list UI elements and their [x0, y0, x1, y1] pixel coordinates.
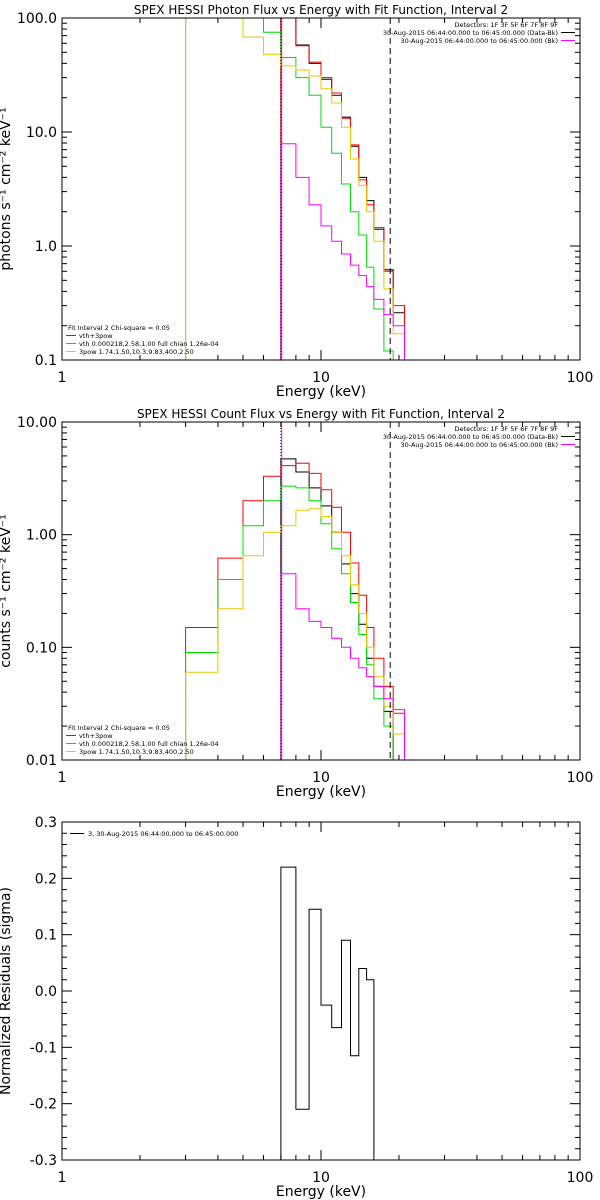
y-axis-label: Normalized Residuals (sigma)	[0, 887, 14, 1095]
series-3pow	[185, 508, 405, 760]
y-tick-label: -0.3	[30, 1153, 57, 1169]
series-vth	[185, 18, 405, 360]
legend-entry: 3pow 1.74,1.50,10.3,9.83,400,2.50	[79, 348, 194, 356]
series-3-30-aug-2015-06-44-00-000-to-06-45-00-000	[280, 866, 394, 1160]
series-data-bk	[280, 18, 405, 360]
y-axis-label: photons s⁻¹ cm⁻² keV⁻¹	[0, 107, 14, 270]
header-line: 30-Aug-2015 06:44:00.000 to 06:45:00.000…	[401, 441, 558, 449]
y-tick-label: 0.10	[26, 640, 57, 656]
y-tick-label: 1.0	[35, 239, 57, 255]
header-line: 30-Aug-2015 06:44:00.000 to 06:45:00.000…	[401, 37, 558, 45]
legend-entry: vth+3pow	[79, 332, 113, 340]
y-tick-label: -0.1	[30, 1040, 57, 1056]
series-data-bk	[280, 458, 405, 760]
x-tick-label: 10	[312, 1170, 330, 1186]
x-tick-label: 1	[58, 1170, 67, 1186]
x-tick-label: 1	[58, 370, 67, 386]
x-tick-label: 100	[567, 370, 594, 386]
residuals-chart: 1 10 100 -0.3 -0.2 -0.1 0.0 0.1 0.2 0.3 Energy (ke…	[0, 815, 593, 1200]
series-group	[185, 18, 405, 360]
series-group	[185, 458, 405, 760]
series-bk	[280, 573, 405, 760]
y-tick-label: 1.00	[26, 528, 57, 544]
x-axis-label: Energy (keV)	[276, 384, 366, 400]
header-line: 30-Aug-2015 06:44:00.000 to 06:45:00.000…	[383, 29, 558, 37]
x-axis-label: Energy (keV)	[276, 784, 366, 800]
y-tick-label: 10.00	[17, 415, 57, 431]
x-tick-label: 100	[567, 1170, 594, 1186]
series-vth	[185, 485, 405, 760]
y-tick-label: 0.0	[35, 984, 57, 1000]
series-3pow	[185, 18, 405, 360]
y-tick-label: 0.1	[35, 928, 57, 944]
count-flux-chart: SPEX HESSI Count Flux vs Energy with Fit…	[0, 407, 593, 800]
y-tick-label: 10.0	[26, 125, 57, 141]
x-axis-label: Energy (keV)	[276, 1184, 366, 1200]
legend-entry: 3. 30-Aug-2015 06:44:00.000 to 06:45:00.…	[88, 830, 238, 838]
legend-entry: vth+3pow	[79, 732, 113, 740]
y-tick-label: 0.3	[35, 815, 57, 831]
axes-frame	[61, 821, 581, 1161]
series-vth-3pow	[280, 18, 405, 360]
axes-frame	[61, 17, 581, 361]
legend-entry: vth 0.000218,2.58,1.00 full chian 1.26e-…	[79, 740, 219, 748]
header-line: Detectors: 1F 3F 5F 6F 7F 8F 9F	[455, 425, 559, 433]
x-tick-label: 100	[567, 770, 594, 786]
x-tick-label: 10	[312, 370, 330, 386]
series-vth-3pow	[185, 462, 405, 760]
y-tick-label: 0.2	[35, 871, 57, 887]
axes-frame	[61, 421, 581, 761]
header-line: Detectors: 1F 3F 5F 6F 7F 8F 9F	[455, 21, 559, 29]
legend-entry: 3pow 1.74,1.50,10.3,9.83,400,2.50	[79, 748, 194, 756]
chart-title: SPEX HESSI Count Flux vs Energy with Fit…	[137, 407, 505, 421]
chart-title: SPEX HESSI Photon Flux vs Energy with Fi…	[134, 3, 508, 17]
series-group	[280, 866, 394, 1160]
series-bk	[280, 143, 405, 360]
x-tick-label: 10	[312, 770, 330, 786]
legend-entry: Fit Interval 2 Chi-square = 0.05	[68, 324, 170, 332]
y-axis-label: counts s⁻¹ cm⁻² keV⁻¹	[0, 514, 14, 668]
y-tick-label: -0.2	[30, 1097, 57, 1113]
header-line: 30-Aug-2015 06:44:00.000 to 06:45:00.000…	[383, 433, 558, 441]
legend-entry: Fit Interval 2 Chi-square = 0.05	[68, 724, 170, 732]
legend-entry: vth 0.000218,2.58,1.00 full chian 1.26e-…	[79, 340, 219, 348]
y-tick-label: 100.0	[17, 11, 57, 27]
y-tick-label: 0.1	[35, 353, 57, 369]
x-tick-label: 1	[58, 770, 67, 786]
y-tick-label: 0.01	[26, 753, 57, 769]
photon-flux-chart: SPEX HESSI Photon Flux vs Energy with Fi…	[0, 3, 593, 400]
